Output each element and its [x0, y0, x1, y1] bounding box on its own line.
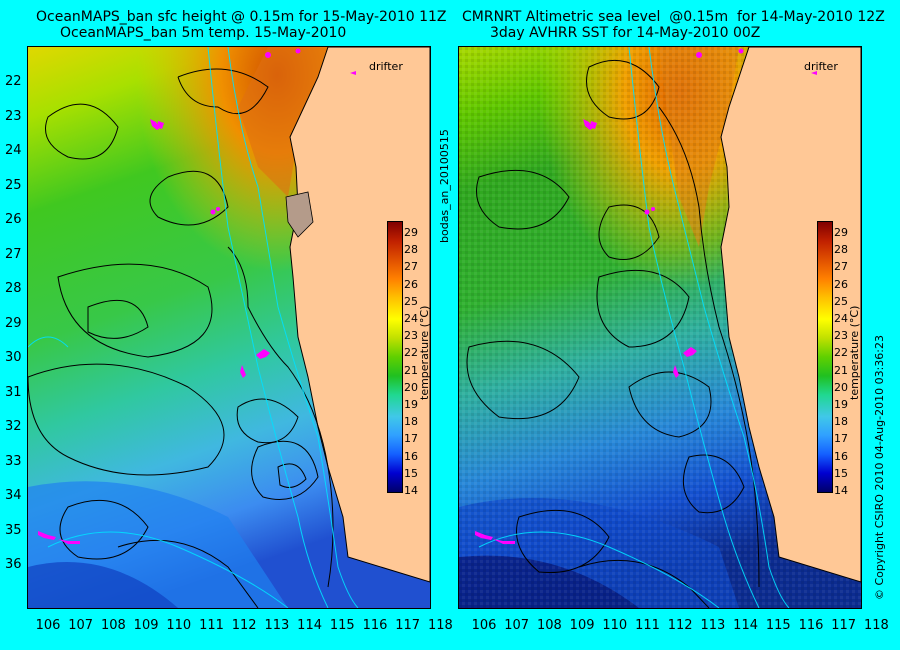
- longitude-label: 106: [35, 618, 61, 633]
- longitude-label: 109: [569, 618, 595, 633]
- longitude-label: 112: [667, 618, 693, 633]
- latitude-label: 33: [5, 453, 22, 469]
- isobaths: [478, 47, 790, 608]
- longitude-label: 107: [504, 618, 530, 633]
- colorbar-tick: 29: [834, 226, 848, 239]
- left-title-line2: OceanMAPS_ban 5m temp. 15-May-2010: [60, 25, 347, 41]
- island: [285, 191, 314, 238]
- colorbar-tick: 22: [834, 346, 848, 360]
- drifter-tracks: [38, 48, 356, 544]
- isobaths: [28, 47, 359, 608]
- longitude-label: 114: [733, 618, 758, 633]
- longitude-label: 106: [471, 618, 497, 633]
- latitude-label: 34: [5, 488, 22, 503]
- latitude-label: 32: [5, 419, 22, 434]
- colorbar-tick: 24: [404, 312, 418, 325]
- colorbar-tick: 29: [404, 226, 418, 239]
- colorbar-tick: 26: [834, 277, 848, 291]
- colorbar-tick: 27: [404, 260, 418, 274]
- longitude-label: 114: [297, 618, 322, 633]
- colorbar-tick: 20: [834, 380, 848, 394]
- latitude-label: 22: [5, 74, 22, 89]
- run-id-label: bodas_an_20100515: [438, 129, 451, 243]
- colorbar-tick: 27: [834, 260, 848, 274]
- copyright-label: © Copyright CSIRO 2010 04-Aug-2010 03:36…: [873, 334, 886, 600]
- colorbar-tick: 25: [404, 294, 418, 308]
- longitude-label: 111: [199, 618, 224, 633]
- colorbar-tick: 23: [834, 329, 848, 343]
- left-map-panel: [27, 46, 431, 609]
- longitude-label: 110: [602, 618, 628, 633]
- latitude-label: 29: [5, 315, 22, 331]
- latitude-label: 24: [5, 143, 22, 158]
- colorbar-tick: 14: [834, 484, 848, 497]
- sea-level-contours: [466, 59, 760, 608]
- longitude-label: 118: [427, 618, 453, 633]
- latitude-label: 36: [5, 557, 22, 572]
- latitude-label: 25: [5, 177, 22, 193]
- colorbar-tick: 23: [404, 329, 418, 343]
- colorbar-tick: 21: [834, 363, 848, 377]
- colorbar-tick: 20: [404, 380, 418, 394]
- longitude-label: 108: [100, 618, 126, 633]
- left-title-line1: OceanMAPS_ban sfc height @ 0.15m for 15-…: [36, 9, 447, 25]
- right-title-line2: 3day AVHRR SST for 14-May-2010 00Z: [490, 25, 761, 41]
- latitude-label: 26: [5, 212, 22, 227]
- right-map-svg: [459, 47, 861, 608]
- colorbar-tick: 17: [834, 432, 848, 446]
- longitude-label: 116: [798, 618, 824, 633]
- colorbar-tick: 15: [834, 466, 848, 480]
- longitude-label: 111: [635, 618, 660, 633]
- longitude-label: 113: [264, 618, 290, 633]
- longitude-label: 117: [395, 618, 421, 633]
- colorbar-tick: 16: [404, 449, 418, 463]
- drifter-tracks: [475, 48, 817, 544]
- colorbar-tick: 22: [404, 346, 418, 360]
- colorbar-tick: 24: [834, 312, 848, 325]
- longitude-label: 117: [831, 618, 857, 633]
- cold-water-patch: [28, 562, 178, 608]
- colorbar-tick: 25: [834, 294, 848, 308]
- left-map-svg: [28, 47, 430, 608]
- latitude-label: 30: [5, 350, 22, 365]
- colorbar-tick: 28: [404, 243, 418, 257]
- longitude-label: 112: [231, 618, 257, 633]
- longitude-label: 107: [68, 618, 94, 633]
- longitude-label: 113: [700, 618, 726, 633]
- colorbar-tick: 19: [404, 398, 418, 411]
- latitude-label: 35: [5, 522, 22, 538]
- colorbar-tick: 28: [834, 243, 848, 257]
- warm-plume: [238, 47, 328, 197]
- right-colorbar-label: temperature (°C): [848, 305, 861, 400]
- left-colorbar-label: temperature (°C): [418, 305, 431, 400]
- latitude-label: 27: [5, 246, 22, 262]
- latitude-label: 23: [5, 108, 22, 124]
- colorbar-tick: 15: [404, 466, 418, 480]
- colorbar-tick: 21: [404, 363, 418, 377]
- colorbar-tick: 14: [404, 484, 418, 497]
- right-colorbar: [817, 221, 833, 493]
- longitude-label: 116: [362, 618, 388, 633]
- right-map-panel: [458, 46, 862, 609]
- sea-level-contours: [28, 68, 334, 608]
- left-drifter-legend: drifter: [369, 60, 403, 73]
- colorbar-tick: 26: [404, 277, 418, 291]
- latitude-label: 28: [5, 281, 22, 296]
- longitude-label: 115: [329, 618, 355, 633]
- longitude-label: 118: [863, 618, 889, 633]
- longitude-label: 108: [536, 618, 562, 633]
- left-colorbar: [387, 221, 403, 493]
- right-drifter-legend: drifter: [804, 60, 838, 73]
- longitude-label: 115: [765, 618, 791, 633]
- colorbar-tick: 17: [404, 432, 418, 446]
- colorbar-tick: 18: [834, 415, 848, 429]
- latitude-label: 31: [5, 384, 22, 400]
- longitude-label: 110: [166, 618, 192, 633]
- right-title-line1: CMRNRT Altimetric sea level @0.15m for 1…: [462, 9, 885, 25]
- colorbar-tick: 18: [404, 415, 418, 429]
- colorbar-tick: 19: [834, 398, 848, 411]
- colorbar-tick: 16: [834, 449, 848, 463]
- longitude-label: 109: [133, 618, 159, 633]
